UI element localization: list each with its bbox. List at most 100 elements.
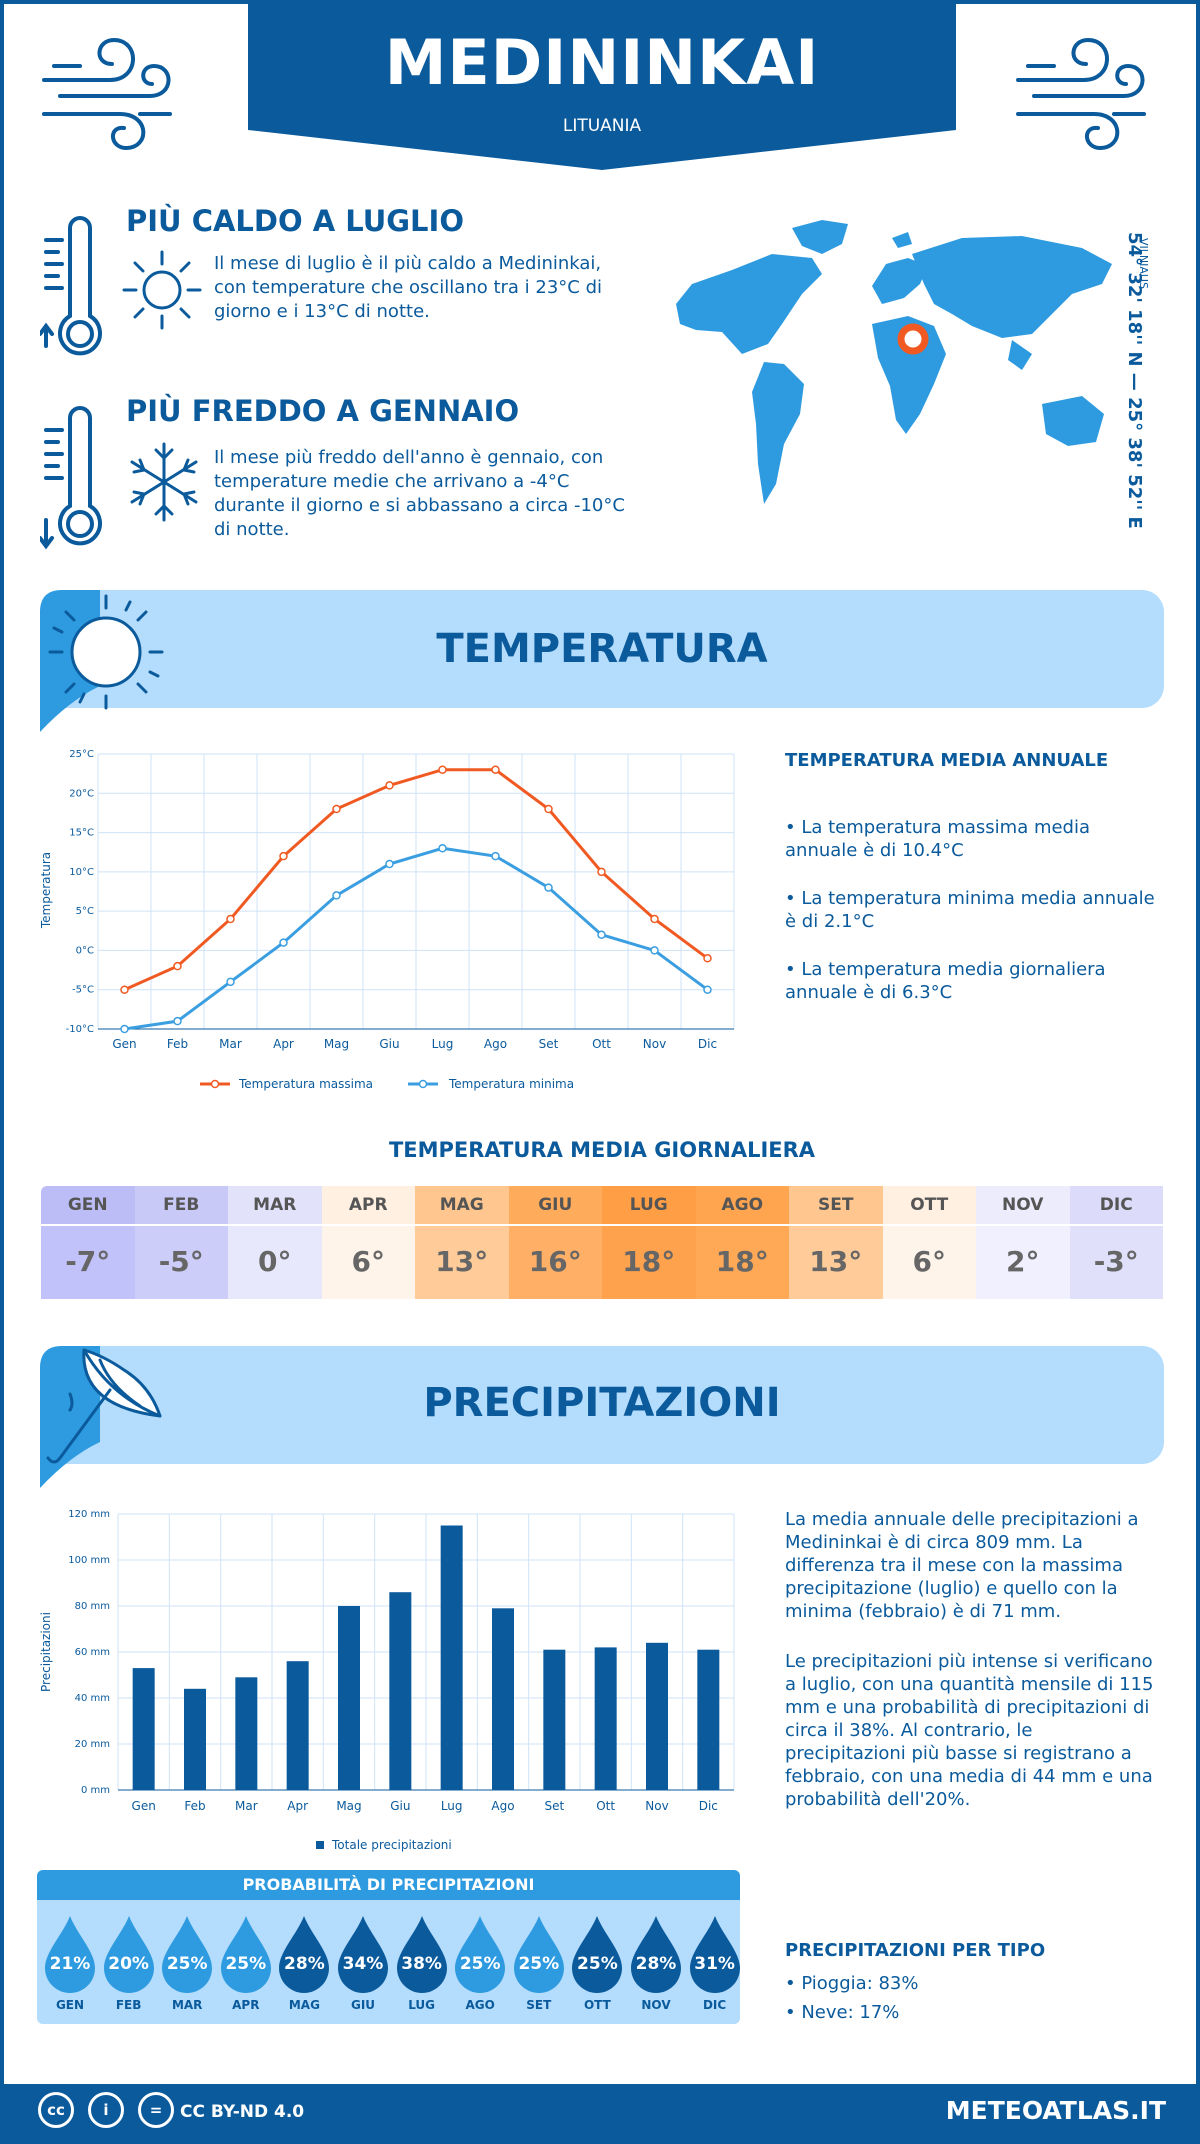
umbrella-rain-icon <box>40 1346 162 1488</box>
world-map <box>676 220 1112 504</box>
probability-month: SET <box>526 1998 552 2012</box>
raindrop-icon <box>103 1916 154 1993</box>
precip-bar <box>697 1649 720 1790</box>
precip-y-tick: 0 mm <box>81 1785 110 1796</box>
raindrop-icon <box>631 1916 681 1993</box>
infographic-page: MEDININKAI LITUANIA PIÙ CALDO A LUGLIO I… <box>4 4 1196 2084</box>
precip-bar <box>440 1525 463 1790</box>
temp-x-tick: Ago <box>484 1037 507 1051</box>
precip-x-tick: Feb <box>184 1799 205 1813</box>
legend-precip-swatch <box>316 1841 324 1849</box>
max-temp-point <box>491 765 500 774</box>
temp-y-tick: -10°C <box>66 1024 94 1035</box>
daily-month-label: AGO <box>695 1186 789 1226</box>
precipitation-band <box>40 1346 1164 1464</box>
page-title: MEDININKAI <box>384 26 820 99</box>
snowflake-icon <box>130 442 198 522</box>
probability-drop: 25% SET <box>510 1914 568 2012</box>
annual-max-text: • La temperatura massima media annuale è… <box>785 817 1091 861</box>
site-link[interactable]: METEOATLAS.IT <box>945 2096 1166 2125</box>
max-temp-point <box>279 851 288 861</box>
temp-y-tick: 25°C <box>69 749 94 760</box>
daily-temp-cell: DIC -3° <box>1069 1186 1163 1299</box>
probability-value: 38% <box>401 1954 442 1974</box>
footer: cc i = CC BY-ND 4.0 METEOATLAS.IT <box>0 2084 1200 2140</box>
min-temp-point <box>703 985 712 994</box>
probability-value: 20% <box>108 1954 149 1974</box>
precip-y-axis-label: Precipitazioni <box>39 1612 53 1692</box>
daily-month-label: GIU <box>508 1186 602 1226</box>
min-temp-point <box>438 844 447 853</box>
probability-value: 25% <box>577 1954 618 1974</box>
raindrop-icon <box>689 1916 740 1993</box>
max-temp-point <box>332 804 341 814</box>
daily-month-label: OTT <box>882 1186 976 1226</box>
precip-x-tick: Nov <box>645 1799 668 1813</box>
precip-x-tick: Apr <box>287 1799 308 1813</box>
precip-y-tick: 60 mm <box>75 1647 110 1658</box>
country-label: LITUANIA <box>562 116 642 136</box>
temperature-band <box>40 590 1164 708</box>
no-derivatives-icon: = <box>138 2092 174 2128</box>
coordinates: 54° 32' 18'' N — 25° 38' 52'' E <box>1124 232 1145 529</box>
daily-temp-cell: APR 6° <box>321 1186 415 1299</box>
probability-month: FEB <box>115 1998 142 2012</box>
cold-month-text: Il mese più freddo dell'anno è gennaio, … <box>214 447 625 540</box>
probability-drop: 34% GIU <box>334 1914 392 2012</box>
temp-x-tick: Nov <box>643 1037 666 1051</box>
temp-x-tick: Lug <box>432 1037 454 1051</box>
probability-heading: PROBABILITÀ DI PRECIPITAZIONI <box>37 1870 740 1900</box>
precip-bar <box>184 1688 206 1790</box>
daily-temp-value: -5° <box>134 1226 228 1299</box>
precip-bar <box>286 1661 309 1790</box>
daily-temp-cell: AGO 18° <box>695 1186 789 1299</box>
probability-value: 28% <box>284 1954 325 1974</box>
raindrop-icon <box>396 1916 447 1993</box>
daily-temp-cell: SET 13° <box>789 1186 883 1299</box>
max-temp-point <box>703 954 712 963</box>
daily-temp-cell: NOV 2° <box>976 1186 1070 1299</box>
min-temp-point <box>332 891 341 900</box>
precip-type-heading: PRECIPITAZIONI PER TIPO <box>785 1940 1046 1961</box>
daily-month-label: LUG <box>602 1186 696 1226</box>
temp-x-tick: Dic <box>698 1037 717 1051</box>
daily-temp-value: 18° <box>602 1226 696 1299</box>
daily-month-label: GEN <box>41 1186 135 1226</box>
snow-share-text: • Neve: 17% <box>785 2002 900 2023</box>
probability-month: MAR <box>171 1998 203 2012</box>
probability-drop: 25% OTT <box>568 1914 626 2012</box>
raindrop-icon <box>279 1916 330 1993</box>
probability-month: NOV <box>641 1998 671 2012</box>
thermometer-cold-icon <box>40 406 102 550</box>
daily-month-label: APR <box>321 1186 415 1226</box>
precip-y-tick: 100 mm <box>68 1555 110 1566</box>
annual-temp-heading: TEMPERATURA MEDIA ANNUALE <box>785 750 1109 771</box>
location-marker <box>897 323 929 355</box>
legend-max-label: Temperatura massima <box>238 1077 373 1091</box>
temp-x-tick: Mar <box>219 1037 242 1051</box>
probability-drop: 28% MAG <box>275 1914 333 2012</box>
max-temp-point <box>173 961 182 971</box>
daily-temp-cell: OTT 6° <box>882 1186 976 1299</box>
probability-month: APR <box>232 1998 260 2012</box>
legend-min-marker <box>418 1079 428 1089</box>
precip-x-tick: Set <box>544 1799 564 1813</box>
title-banner <box>248 4 956 170</box>
precip-x-tick: Mag <box>336 1799 361 1813</box>
license-text: CC BY-ND 4.0 <box>180 2102 305 2122</box>
daily-temp-cell: GIU 16° <box>508 1186 602 1299</box>
precip-x-tick: Mar <box>235 1799 258 1813</box>
min-temp-point <box>650 946 659 955</box>
daily-temp-cell: FEB -5° <box>134 1186 228 1299</box>
daily-temp-cell: LUG 18° <box>602 1186 696 1299</box>
probability-drop: 28% NOV <box>627 1914 685 2012</box>
max-temp-point <box>650 914 659 924</box>
max-temp-point <box>438 765 447 774</box>
probability-month: GEN <box>55 1998 85 2012</box>
precip-x-tick: Giu <box>390 1799 410 1813</box>
max-temp-line <box>123 768 709 992</box>
max-temp-point <box>544 804 553 814</box>
min-temp-point <box>544 883 553 892</box>
daily-temp-cell: MAR 0° <box>228 1186 322 1299</box>
temp-y-tick: 15°C <box>69 828 94 839</box>
